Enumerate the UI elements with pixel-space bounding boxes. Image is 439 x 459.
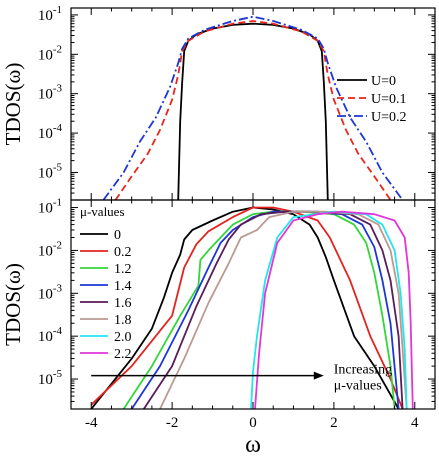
y-tick-label: 10-2 bbox=[38, 239, 62, 259]
y-tick-exponent: -1 bbox=[53, 4, 62, 16]
y-tick-exponent: -4 bbox=[53, 325, 63, 337]
legend-label: 1.8 bbox=[114, 313, 132, 328]
y-tick-exponent: -3 bbox=[53, 282, 63, 294]
y-tick-exponent: -5 bbox=[53, 368, 63, 380]
y-tick-mantissa: 10 bbox=[38, 201, 53, 217]
plot-area bbox=[90, 206, 414, 409]
legend-label: 1.4 bbox=[114, 279, 132, 294]
legend-label: U=0 bbox=[371, 74, 396, 89]
series-line-1.8 bbox=[159, 210, 408, 409]
y-tick-mantissa: 10 bbox=[38, 47, 53, 63]
x-tick-label: 0 bbox=[249, 415, 257, 431]
series-line-U0.2 bbox=[102, 15, 404, 200]
y-tick-mantissa: 10 bbox=[38, 286, 53, 302]
legend-label: U=0.2 bbox=[371, 110, 407, 125]
y-tick-mantissa: 10 bbox=[38, 165, 53, 181]
annotation-arrow-head bbox=[313, 371, 324, 380]
y-tick-label: 10-4 bbox=[38, 325, 63, 345]
series-line-1.2 bbox=[122, 210, 396, 409]
y-tick-label: 10-2 bbox=[38, 43, 62, 63]
y-tick-exponent: -2 bbox=[53, 43, 62, 55]
annotation-line1: Increasing bbox=[334, 363, 392, 378]
y-tick-exponent: -4 bbox=[53, 122, 63, 134]
y-tick-label: 10-3 bbox=[38, 83, 63, 103]
y-tick-label: 10-4 bbox=[38, 122, 63, 142]
legend-label: 0.2 bbox=[114, 245, 132, 260]
annotation-line2: μ-values bbox=[334, 379, 382, 394]
x-tick-label: -4 bbox=[85, 415, 98, 431]
y-tick-label: 10-1 bbox=[38, 197, 62, 217]
y-tick-exponent: -3 bbox=[53, 83, 63, 95]
legend-label: 1.6 bbox=[114, 296, 132, 311]
series-line-2.0 bbox=[250, 210, 408, 409]
series-line-1.4 bbox=[130, 210, 400, 409]
x-tick-label: -2 bbox=[166, 415, 179, 431]
series-line-1.6 bbox=[143, 210, 404, 409]
y-tick-label: 10-3 bbox=[38, 282, 63, 302]
y-tick-mantissa: 10 bbox=[38, 8, 53, 24]
y-tick-mantissa: 10 bbox=[38, 243, 53, 259]
series-line-0.2 bbox=[90, 206, 404, 409]
series-line-0 bbox=[90, 206, 400, 409]
y-tick-mantissa: 10 bbox=[38, 372, 53, 388]
legend-label: U=0.1 bbox=[371, 92, 407, 107]
legend-label: 1.2 bbox=[114, 262, 132, 277]
y-tick-label: 10-1 bbox=[38, 4, 62, 24]
y-axis-label: TDOS(ω) bbox=[1, 263, 25, 346]
x-tick-label: 2 bbox=[330, 415, 338, 431]
bottom-panel: 10-110-210-310-410-5-4 -2 0 2 4TDOS(ω)ωμ-val… bbox=[1, 197, 436, 458]
y-tick-exponent: -2 bbox=[53, 239, 62, 251]
y-tick-label: 10-5 bbox=[38, 161, 63, 181]
series-line-U0.1 bbox=[114, 20, 392, 200]
y-tick-mantissa: 10 bbox=[38, 87, 53, 103]
series-line-U0 bbox=[177, 22, 329, 200]
y-tick-exponent: -1 bbox=[53, 197, 62, 209]
x-tick-label: 4 bbox=[411, 415, 419, 431]
y-tick-label: 10-5 bbox=[38, 368, 63, 388]
y-tick-mantissa: 10 bbox=[38, 126, 53, 142]
plot-area bbox=[102, 15, 404, 200]
legend-label: 0 bbox=[114, 228, 121, 243]
legend-label: 2.2 bbox=[114, 347, 132, 362]
series-line-2.2 bbox=[254, 210, 414, 409]
x-axis-label: ω bbox=[245, 432, 261, 458]
legend-title: μ-values bbox=[80, 204, 125, 219]
legend-label: 2.0 bbox=[114, 330, 132, 345]
y-tick-exponent: -5 bbox=[53, 161, 63, 173]
y-tick-mantissa: 10 bbox=[38, 329, 53, 345]
y-axis-label: TDOS(ω) bbox=[1, 63, 25, 146]
